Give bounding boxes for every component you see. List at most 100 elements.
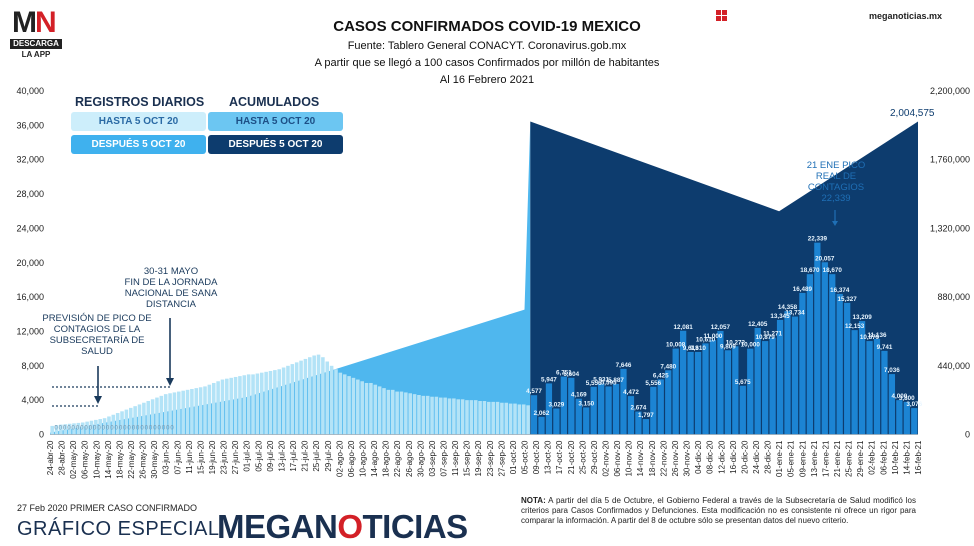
daily-data-label: 7,646 xyxy=(616,362,632,369)
x-tick-label: 08-dic-20 xyxy=(706,440,715,474)
daily-bar-after xyxy=(650,386,657,435)
annotation-jornada-line: DISTANCIA xyxy=(146,299,196,310)
daily-bar-before xyxy=(76,422,81,435)
daily-bar-after xyxy=(903,401,910,435)
daily-bar-before xyxy=(242,375,247,435)
daily-data-label: 12,405 xyxy=(748,321,768,328)
daily-data-label: 16,374 xyxy=(830,287,850,294)
zero-data-label: 0 xyxy=(115,426,119,432)
zero-data-label: 0 xyxy=(170,426,174,432)
x-tick-label: 24-dic-20 xyxy=(752,440,761,474)
zero-data-label: 0 xyxy=(59,426,63,432)
x-tick-label: 02-ago-20 xyxy=(335,440,344,477)
daily-data-label: 10,008 xyxy=(666,342,686,349)
daily-data-label: 22,339 xyxy=(808,236,828,243)
y-tick-label: 8,000 xyxy=(21,361,44,371)
daily-data-label: 13,734 xyxy=(785,310,805,317)
daily-data-label: 1,797 xyxy=(638,412,654,419)
daily-bar-before xyxy=(273,370,277,435)
daily-bar-after xyxy=(642,419,649,435)
daily-bar-before xyxy=(146,401,151,435)
daily-bar-after xyxy=(844,302,851,435)
annotation-prevision-line: PREVISIÓN DE PICO DE xyxy=(42,313,152,324)
daily-bar-before xyxy=(128,407,133,435)
x-tick-label: 10-may-20 xyxy=(92,440,101,479)
daily-bar-before xyxy=(246,374,251,435)
daily-bar-before xyxy=(377,386,382,435)
x-tick-label: 05-oct-20 xyxy=(521,440,530,474)
annotation-arrowhead xyxy=(166,378,174,386)
daily-bar-before xyxy=(312,355,316,435)
annotation-prevision-line: CONTAGIOS DE LA xyxy=(53,324,141,335)
x-tick-label: 10-ago-20 xyxy=(358,440,367,477)
x-tick-label: 14-ago-20 xyxy=(370,440,379,477)
grid-icon xyxy=(716,10,727,21)
x-tick-label: 29-oct-20 xyxy=(590,440,599,474)
x-tick-label: 06-feb-21 xyxy=(879,440,888,475)
annotation-peak-line: 21 ENE PICO xyxy=(806,160,866,171)
y-tick-label: 4,000 xyxy=(21,395,44,405)
annotation-peak: 21 ENE PICO REAL DE CONTAGIOS 22,339 xyxy=(787,160,885,204)
daily-bar-before xyxy=(120,411,124,435)
x-tick-label: 28-dic-20 xyxy=(764,440,773,474)
x-tick-label: 06-may-20 xyxy=(81,440,90,479)
y2-tick-label: 1,320,000 xyxy=(930,223,970,233)
meganoticias-logo[interactable]: MN xyxy=(12,8,57,38)
daily-bar-before xyxy=(98,419,102,435)
daily-data-label: 20,057 xyxy=(815,255,835,262)
daily-bar-before xyxy=(521,404,526,435)
daily-bar-after xyxy=(784,311,791,435)
first-case-note: 27 Feb 2020 PRIMER CASO CONFIRMADO xyxy=(17,503,198,513)
daily-bar-before xyxy=(517,404,522,435)
daily-bar-after xyxy=(806,274,814,435)
daily-bar-after xyxy=(754,327,761,435)
daily-bar-before xyxy=(321,357,325,435)
x-tick-label: 09-oct-20 xyxy=(532,440,541,474)
daily-bar-before xyxy=(443,397,447,435)
daily-data-label: 7,480 xyxy=(660,363,676,370)
x-tick-label: 06-ago-20 xyxy=(347,440,356,477)
zero-data-label: 0 xyxy=(106,426,110,432)
x-tick-label: 04-dic-20 xyxy=(694,440,703,474)
daily-bar-before xyxy=(203,386,207,435)
daily-bar-after xyxy=(709,340,717,435)
x-tick-label: 17-oct-20 xyxy=(555,440,564,474)
daily-bar-before xyxy=(399,391,404,435)
daily-bar-after xyxy=(702,343,709,435)
annotation-peak-line: REAL DE xyxy=(815,171,857,182)
x-tick-label: 10-feb-21 xyxy=(891,440,900,475)
x-tick-label: 07-jun-20 xyxy=(173,440,182,474)
zero-data-label: 0 xyxy=(162,426,166,432)
daily-bar-before xyxy=(439,397,443,435)
daily-data-label: 7,036 xyxy=(884,367,900,374)
daily-bar-after xyxy=(553,408,560,435)
daily-bar-before xyxy=(430,396,434,435)
daily-bar-before xyxy=(198,387,203,435)
daily-bar-after xyxy=(560,376,567,435)
daily-bar-before xyxy=(63,424,68,435)
daily-bar-before xyxy=(133,406,137,435)
daily-bar-after xyxy=(665,370,672,435)
daily-bar-before xyxy=(342,374,347,435)
daily-bar-after xyxy=(873,338,881,435)
x-tick-label: 14-nov-20 xyxy=(636,440,645,477)
daily-data-label: 12,057 xyxy=(711,324,731,331)
daily-bar-before xyxy=(404,392,408,435)
daily-data-label: 10,000 xyxy=(741,342,761,349)
x-tick-label: 13-jul-20 xyxy=(277,440,286,472)
x-tick-label: 02-may-20 xyxy=(69,440,78,479)
x-tick-label: 13-oct-20 xyxy=(544,440,553,474)
x-tick-label: 05-jul-20 xyxy=(254,440,263,472)
daily-bar-before xyxy=(233,376,238,435)
daily-bar-after xyxy=(620,368,627,435)
chart-subtitle-source: Fuente: Tablero General CONACYT. Coronav… xyxy=(347,40,627,52)
download-badge[interactable]: DESCARGA xyxy=(10,39,62,49)
daily-bar-after xyxy=(583,407,590,435)
site-url[interactable]: meganoticias.mx xyxy=(868,11,942,21)
cumulative-area-before xyxy=(50,121,531,435)
daily-bar-before xyxy=(102,418,107,435)
daily-bar-before xyxy=(513,403,517,435)
daily-bar-before xyxy=(382,388,386,435)
daily-data-label: 11,000 xyxy=(704,333,723,340)
